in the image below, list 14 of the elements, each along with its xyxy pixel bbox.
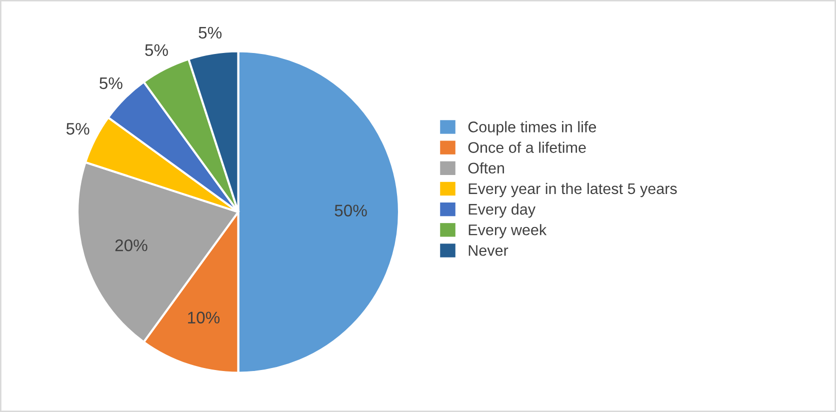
data-label: 5% — [66, 122, 90, 135]
legend-label: Never — [468, 245, 508, 256]
data-label: 5% — [198, 26, 222, 39]
legend-label: Every year in the latest 5 years — [468, 182, 677, 198]
legend-label: Once of a lifetime — [468, 142, 586, 153]
data-label: 5% — [100, 77, 122, 90]
legend-label: Every day — [468, 203, 536, 218]
data-label: 10% — [188, 312, 220, 324]
data-label: 20% — [115, 239, 148, 252]
legend-label: Every week — [468, 224, 547, 238]
data-label: 5% — [145, 44, 168, 56]
legend-label: Couple times in life — [468, 121, 596, 136]
legend-label: Often — [468, 162, 504, 174]
data-label: 50% — [334, 204, 367, 216]
